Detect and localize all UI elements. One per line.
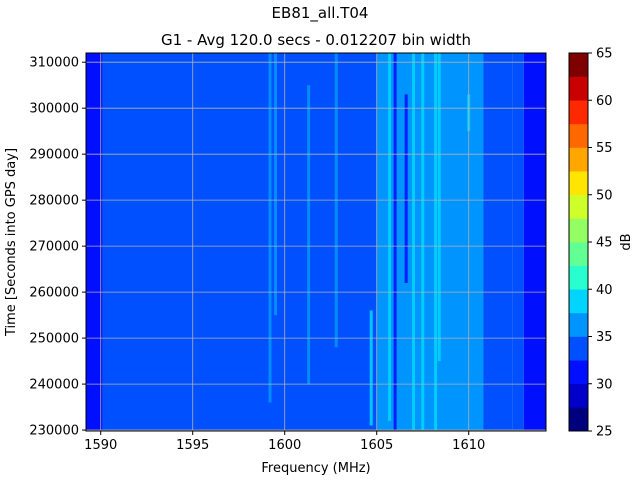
heatmap-streak	[388, 53, 392, 421]
colorbar-swatch	[569, 53, 588, 77]
heatmap-band	[376, 53, 392, 431]
colorbar-tick-label: 50	[596, 188, 613, 203]
colorbar-swatch	[569, 100, 588, 125]
colorbar-tick-label: 65	[596, 47, 613, 62]
y-tick-label: 290000	[29, 148, 79, 163]
y-tick-label: 300000	[29, 102, 79, 117]
grid-lines	[86, 53, 546, 431]
y-axis-ticks: 230000 240000 250000 260000 270000 280000 2900…	[29, 56, 86, 439]
heatmap-streak	[274, 53, 278, 316]
colorbar-swatch	[569, 265, 588, 290]
colorbar-ticks: 25 30 35 40 45 50 55 60 65	[588, 47, 613, 440]
x-tick-label: 1600	[268, 438, 301, 453]
colorbar-swatch	[569, 312, 588, 337]
x-axis-ticks: 1590 1595 1600 1605 1610	[84, 431, 485, 453]
colorbar-tick-label: 40	[596, 283, 613, 298]
y-tick-label: 270000	[29, 240, 79, 255]
colorbar-tick-label: 25	[596, 425, 613, 440]
y-tick-label: 230000	[29, 424, 79, 439]
x-tick-label: 1610	[452, 438, 485, 453]
colorbar-swatch	[569, 171, 588, 196]
colorbar-swatch	[569, 336, 588, 361]
colorbar-swatch	[569, 383, 588, 408]
x-tick-label: 1590	[84, 438, 117, 453]
heatmap-streak	[268, 53, 272, 403]
x-tick-label: 1605	[360, 438, 393, 453]
heatmap-band	[512, 53, 524, 431]
colorbar-tick-label: 55	[596, 141, 613, 156]
y-tick-label: 260000	[29, 286, 79, 301]
colorbar-swatch	[569, 194, 588, 219]
y-tick-label: 310000	[29, 56, 79, 71]
heatmap-streak	[434, 53, 438, 431]
heatmap-streak	[421, 53, 425, 431]
heatmap-streak	[307, 85, 311, 385]
colorbar-swatch	[569, 218, 588, 243]
chart-subtitle: G1 - Avg 120.0 secs - 0.012207 bin width	[161, 31, 471, 49]
colorbar-swatch	[569, 242, 588, 266]
x-tick-label: 1595	[176, 438, 209, 453]
colorbar-swatch	[569, 289, 588, 314]
y-tick-label: 240000	[29, 378, 79, 393]
colorbar-swatch	[569, 407, 588, 432]
colorbar-tick-label: 35	[596, 330, 613, 345]
colorbar-tick-label: 45	[596, 236, 613, 251]
y-axis-label: Time [Seconds into GPS day]	[4, 148, 19, 337]
colorbar-swatch	[569, 76, 588, 101]
heatmap-streak	[393, 53, 397, 431]
colorbar-tick-label: 60	[596, 94, 613, 109]
colorbar-swatch	[569, 147, 588, 172]
y-tick-label: 250000	[29, 332, 79, 347]
y-tick-label: 280000	[29, 194, 79, 209]
colorbar-label: dB	[619, 233, 634, 250]
heatmap-streak	[412, 53, 416, 431]
heatmap-area	[86, 53, 546, 431]
heatmap-streak	[404, 94, 408, 283]
colorbar-tick-label: 30	[596, 377, 613, 392]
heatmap-band	[86, 53, 103, 431]
colorbar	[569, 53, 588, 432]
heatmap-streak	[369, 310, 373, 426]
heatmap-band	[523, 53, 546, 431]
colorbar-swatch	[569, 360, 588, 385]
chart-title: EB81_all.T04	[272, 4, 369, 23]
colorbar-swatch	[569, 123, 588, 148]
heatmap-streak	[437, 53, 441, 362]
x-axis-label: Frequency (MHz)	[261, 461, 370, 476]
plot-frame	[85, 52, 547, 432]
